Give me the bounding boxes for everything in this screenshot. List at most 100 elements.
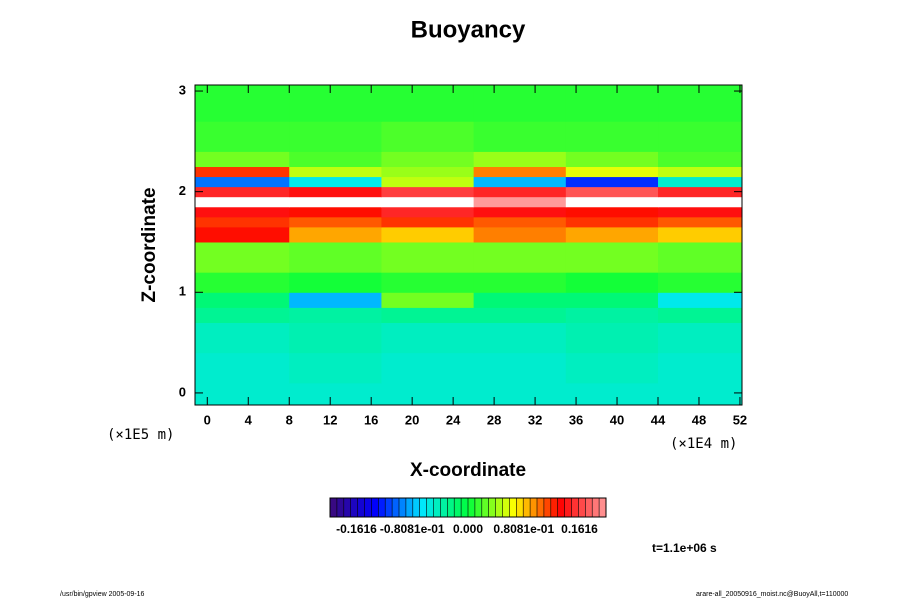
plot-frame: [194, 84, 743, 406]
heat-cell: [195, 186, 290, 198]
heat-cell: [289, 216, 382, 228]
colorbar-segment: [557, 498, 565, 517]
heat-cell: [289, 121, 382, 152]
footer-left: /usr/bin/gpview 2005-09-16: [60, 591, 145, 598]
heat-cell: [289, 292, 382, 308]
x-tick-label: 24: [446, 412, 461, 427]
y-axis-label: Z-coordinate: [139, 187, 160, 302]
heat-cell: [473, 166, 567, 178]
colorbar-segment: [550, 498, 558, 517]
heat-cell: [565, 292, 659, 308]
colorbar-segment: [468, 498, 476, 517]
x-tick-label: 40: [610, 412, 624, 427]
heat-cell: [289, 272, 382, 293]
y-tick-label: 1: [179, 284, 186, 299]
heat-cell: [195, 352, 290, 384]
heat-cell: [473, 151, 567, 168]
colorbar-segment: [343, 498, 351, 517]
heat-cell: [565, 121, 659, 152]
heat-cell: [473, 186, 567, 198]
colorbar-segment: [371, 498, 379, 517]
x-tick-label: 0: [204, 412, 211, 427]
heat-cell: [473, 206, 567, 218]
colorbar-frame: [329, 497, 607, 518]
heat-cell: [565, 272, 659, 293]
colorbar-segment: [516, 498, 524, 517]
colorbar-segment: [502, 498, 510, 517]
heat-cell: [473, 216, 567, 228]
heat-cell: [473, 322, 567, 354]
x-tick-label: 20: [405, 412, 419, 427]
colorbar-segment: [364, 498, 372, 517]
x-tick-label: 48: [692, 412, 706, 427]
x-tick-label: 12: [323, 412, 337, 427]
heat-cell: [289, 85, 382, 122]
heat-cell: [658, 85, 743, 122]
heat-cell: [381, 322, 475, 354]
colorbar-segment: [585, 498, 593, 517]
colorbar-segment: [578, 498, 586, 517]
colorbar-segment: [433, 498, 441, 517]
heat-cell: [658, 186, 743, 198]
heat-cell: [289, 151, 382, 168]
heat-cell: [289, 206, 382, 218]
colorbar-segment: [564, 498, 572, 517]
x-tick-label: 16: [364, 412, 378, 427]
heat-cell: [565, 206, 659, 218]
colorbar-segment: [488, 498, 496, 517]
heat-cell: [289, 166, 382, 178]
x-tick-label: 52: [733, 412, 747, 427]
heat-cell: [658, 241, 743, 273]
colorbar-segment: [385, 498, 393, 517]
x-tick-label: 4: [245, 412, 253, 427]
heat-cell: [195, 151, 290, 168]
heat-cell: [565, 241, 659, 273]
x-tick-label: 36: [569, 412, 583, 427]
colorbar-segment: [330, 498, 338, 517]
heat-cell: [195, 292, 290, 308]
heat-cell: [195, 226, 290, 243]
colorbar-segment: [530, 498, 538, 517]
heat-cell: [658, 196, 743, 208]
heat-cell: [565, 166, 659, 178]
colorbar-segment: [399, 498, 407, 517]
heat-cell: [565, 196, 659, 208]
colorbar-segment: [454, 498, 462, 517]
heat-cell: [381, 382, 475, 406]
x-tick-label: 32: [528, 412, 542, 427]
heat-cell: [473, 85, 567, 122]
heat-cell: [473, 352, 567, 384]
heat-cell: [658, 352, 743, 384]
heat-cell: [381, 216, 475, 228]
heat-cell: [473, 272, 567, 293]
heat-cell: [381, 196, 475, 208]
heat-cell: [565, 186, 659, 198]
colorbar-segment: [350, 498, 358, 517]
heat-cell: [658, 272, 743, 293]
heat-cell: [381, 121, 475, 152]
heat-cell: [195, 216, 290, 228]
heat-cell: [381, 166, 475, 178]
colorbar-segment: [537, 498, 545, 517]
colorbar-segment: [392, 498, 400, 517]
heat-cell: [381, 272, 475, 293]
x-tick-label: 44: [651, 412, 666, 427]
colorbar-segment: [592, 498, 600, 517]
y-tick-label: 3: [179, 82, 186, 97]
colorbar-segment: [461, 498, 469, 517]
heat-cell: [195, 166, 290, 178]
heat-cell: [381, 151, 475, 168]
heat-cell: [565, 176, 659, 188]
heat-cell: [381, 352, 475, 384]
colorbar-segment: [412, 498, 420, 517]
heat-cell: [658, 292, 743, 308]
heat-cell: [565, 307, 659, 323]
heat-cell: [195, 176, 290, 188]
colorbar-segment: [336, 498, 345, 517]
colorbar-segment: [440, 498, 448, 517]
heat-cell: [658, 151, 743, 168]
colorbar-segment: [405, 498, 414, 517]
heat-cell: [289, 322, 382, 354]
heat-cell: [289, 186, 382, 198]
